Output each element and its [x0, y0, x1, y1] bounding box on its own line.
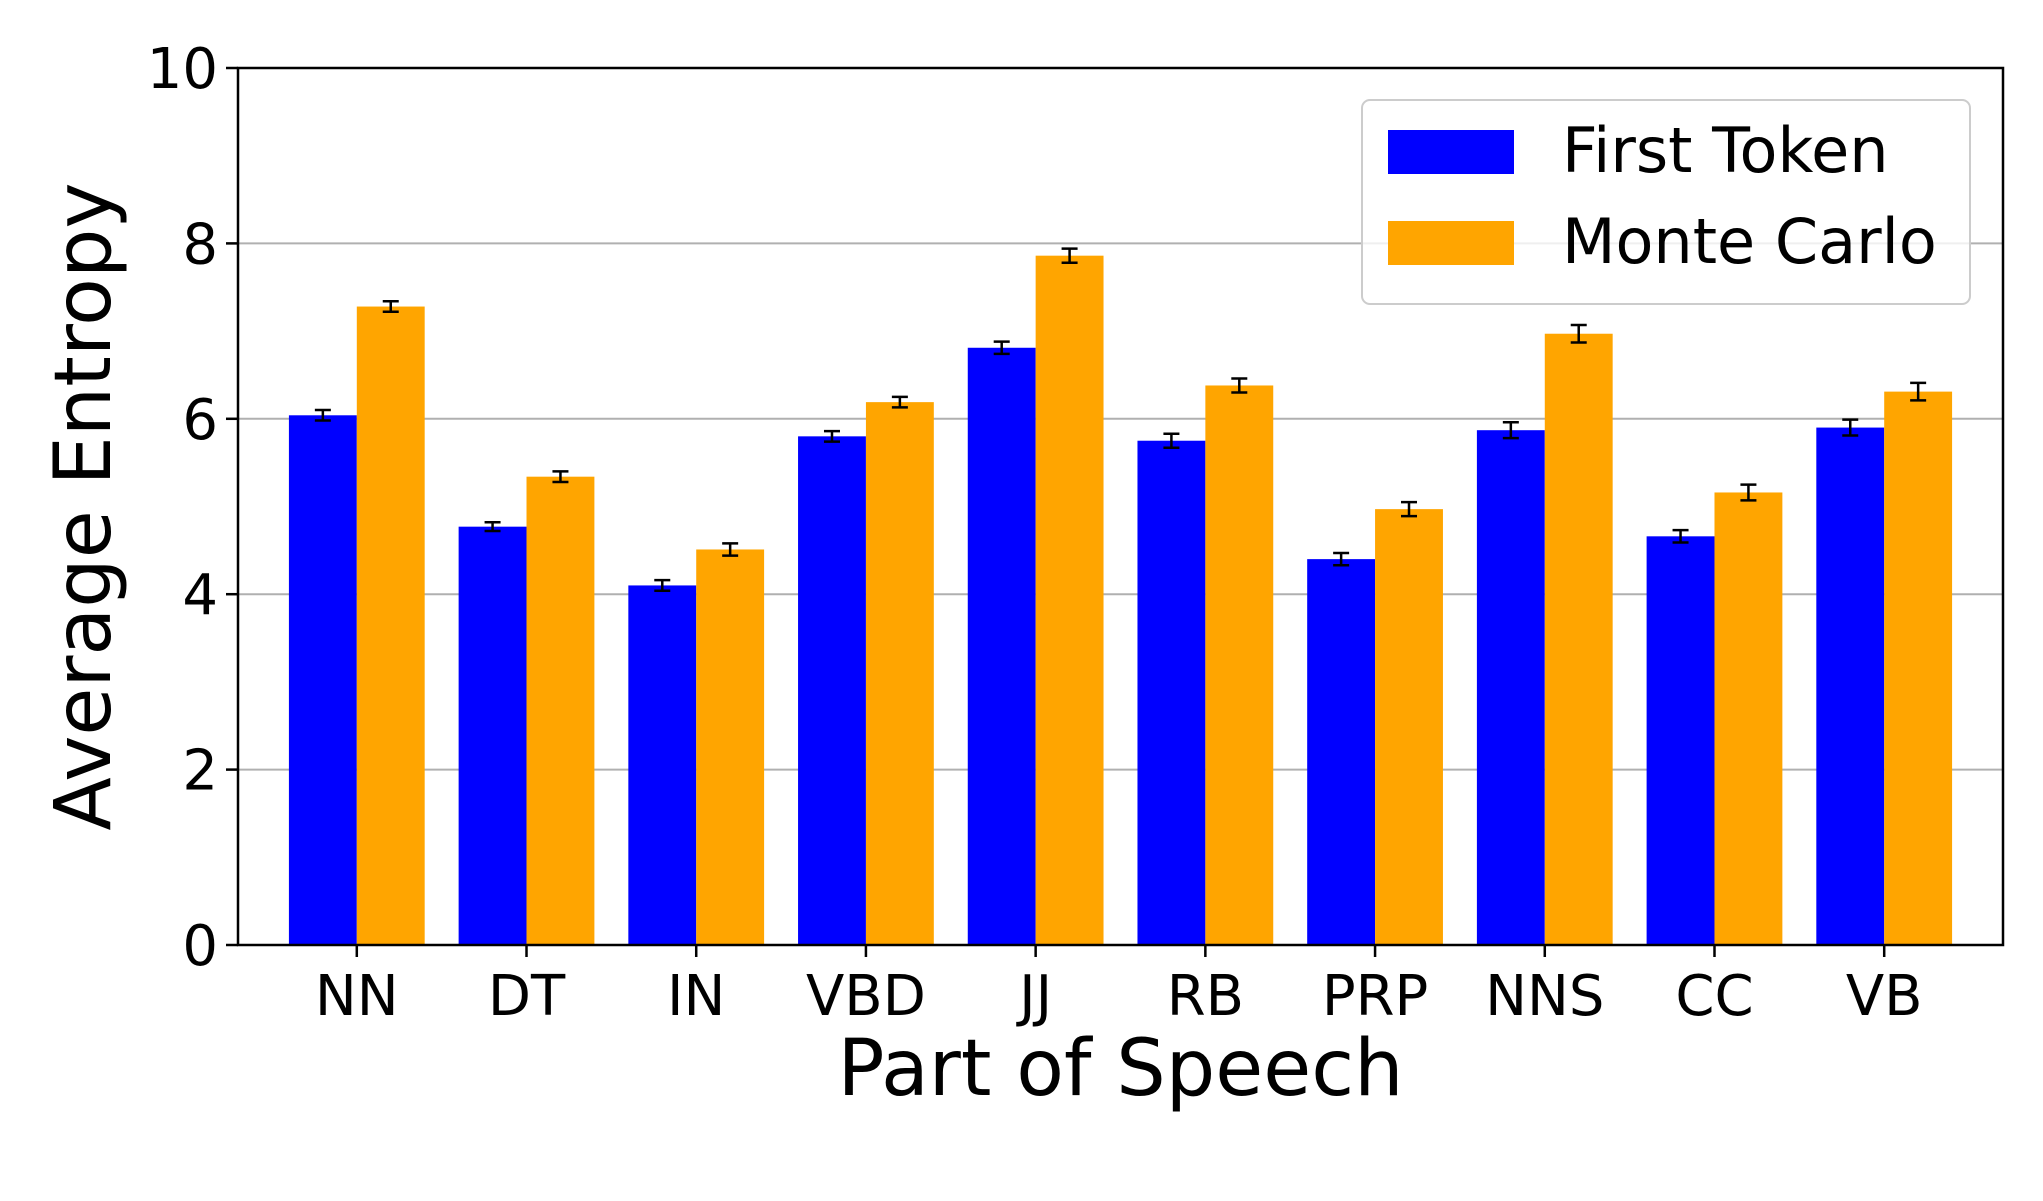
- y-tick-label: 8: [182, 212, 218, 277]
- bar-first-token-rb: [1137, 440, 1206, 945]
- x-tick-label-in: IN: [667, 964, 725, 1029]
- bar-monte-carlo-cc: [1714, 492, 1783, 945]
- x-tick-label-jj: JJ: [1016, 964, 1052, 1029]
- x-axis-label: Part of Speech: [837, 1024, 1403, 1114]
- bar-first-token-prp: [1307, 559, 1376, 945]
- x-tick-label-cc: CC: [1675, 964, 1753, 1029]
- x-axis-ticks: NN DT IN VBD JJ RB PRP NNS CC VB: [315, 945, 1923, 1029]
- legend: First Token Monte Carlo: [1361, 99, 1971, 305]
- plot-frame: [236, 66, 2005, 947]
- error-bars: [314, 247, 1927, 592]
- bar-first-token-nns: [1476, 430, 1545, 945]
- y-tick-label: 0: [182, 914, 218, 979]
- bar-monte-carlo-in: [696, 549, 765, 945]
- legend-swatch-first-token: [1388, 130, 1514, 174]
- x-tick-label-prp: PRP: [1322, 964, 1428, 1029]
- bar-monte-carlo-rb: [1205, 385, 1274, 945]
- bar-first-token-in: [628, 585, 697, 945]
- bar-first-token-vbd: [798, 436, 866, 945]
- legend-label-first-token: First Token: [1562, 114, 1889, 187]
- bar-first-token-cc: [1646, 536, 1715, 945]
- x-tick-label-vbd: VBD: [806, 964, 926, 1029]
- bars: [288, 255, 1953, 946]
- bar-monte-carlo-nn: [356, 306, 425, 945]
- bar-monte-carlo-prp: [1375, 509, 1443, 945]
- y-axis-ticks: 0 2 4 6 8 10: [147, 37, 238, 979]
- bar-monte-carlo-vbd: [865, 402, 934, 946]
- legend-label-monte-carlo: Monte Carlo: [1562, 205, 1937, 278]
- y-axis-label: Average Entropy: [39, 182, 129, 830]
- bar-first-token-dt: [458, 526, 527, 945]
- x-tick-label-dt: DT: [488, 964, 566, 1029]
- bar-first-token-jj: [967, 347, 1036, 945]
- y-tick-label: 6: [182, 388, 218, 453]
- x-tick-label-nn: NN: [315, 964, 399, 1029]
- bar-monte-carlo-nns: [1544, 333, 1613, 946]
- bar-first-token-nn: [288, 415, 357, 945]
- bar-monte-carlo-jj: [1035, 255, 1104, 946]
- y-tick-label: 4: [182, 563, 218, 628]
- bar-monte-carlo-vb: [1884, 391, 1953, 945]
- legend-swatch-monte-carlo: [1388, 221, 1514, 265]
- x-tick-label-vb: VB: [1846, 964, 1923, 1029]
- x-tick-label-nns: NNS: [1485, 964, 1604, 1029]
- bar-first-token-vb: [1816, 427, 1885, 945]
- x-tick-label-rb: RB: [1167, 964, 1244, 1029]
- bar-monte-carlo-dt: [526, 476, 595, 945]
- y-tick-label: 10: [147, 37, 218, 102]
- y-tick-label: 2: [182, 739, 218, 804]
